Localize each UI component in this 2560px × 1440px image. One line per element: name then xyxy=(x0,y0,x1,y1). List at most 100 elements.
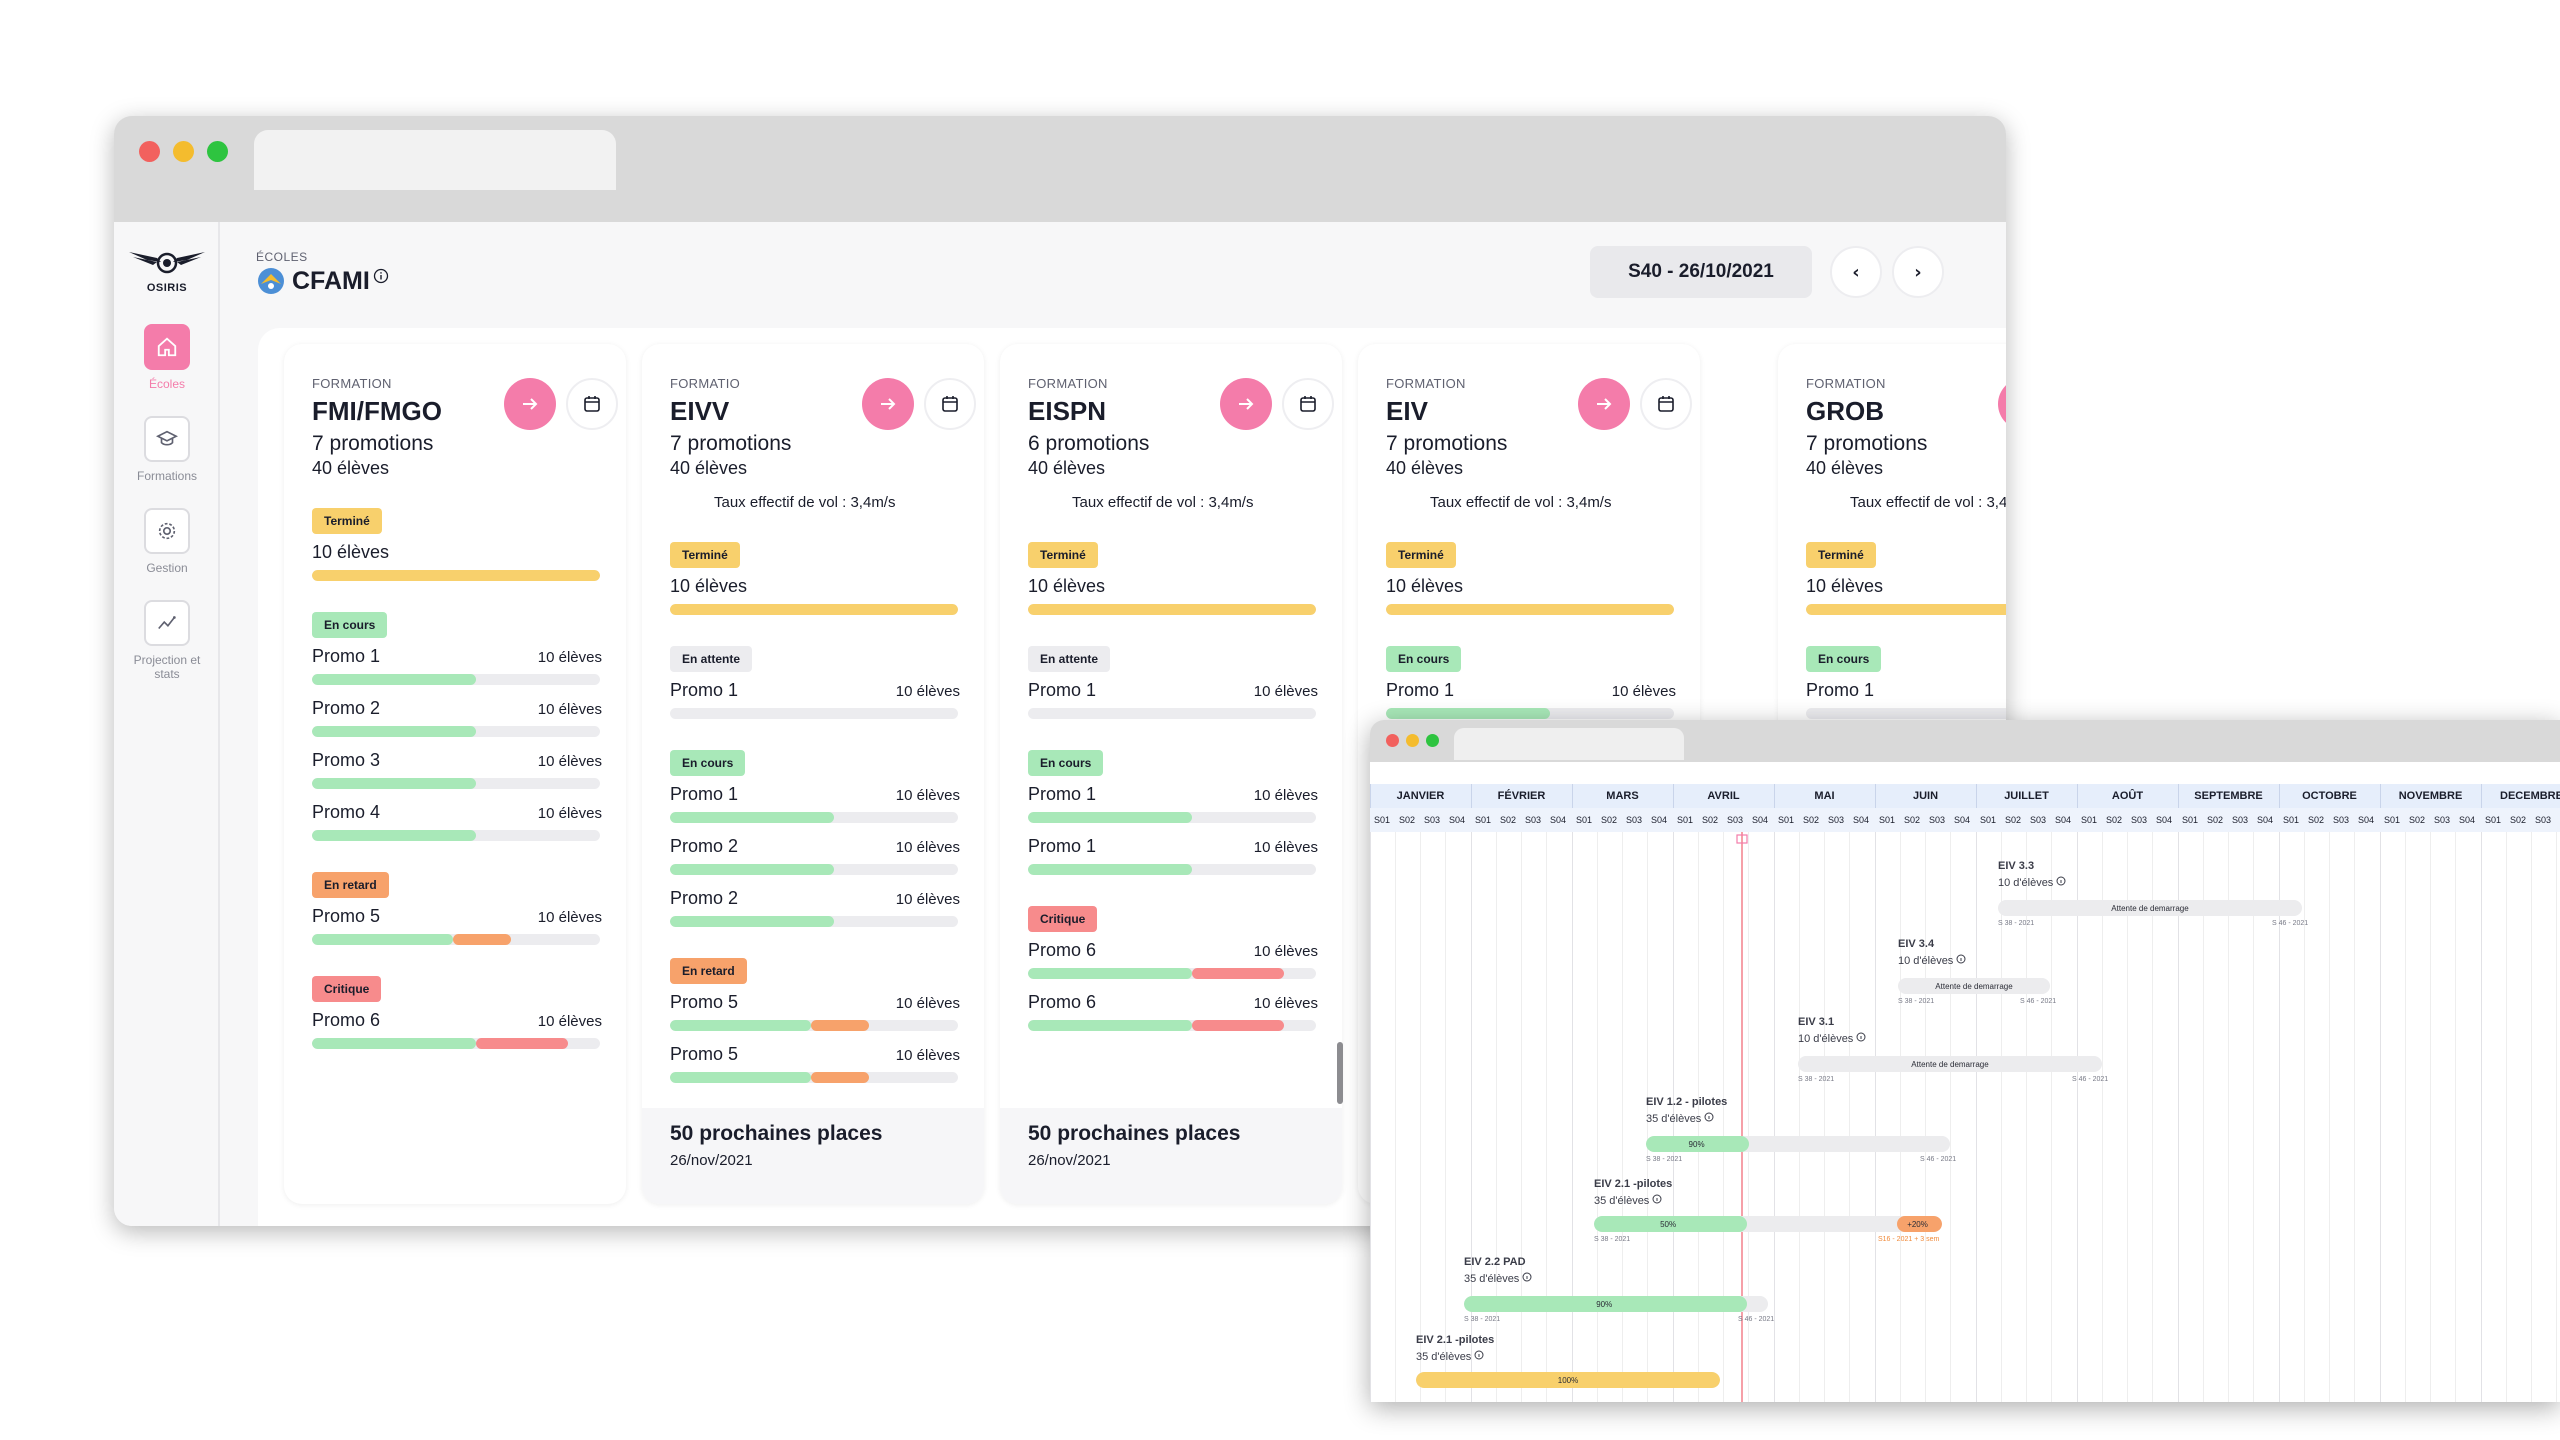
promo-label: Promo 5 xyxy=(670,1044,739,1064)
grid-line xyxy=(1900,832,1901,1402)
promo-count: 10 élèves xyxy=(1253,995,1318,1012)
progress-bar xyxy=(312,830,600,841)
progress-fill xyxy=(670,864,835,875)
task-bar[interactable]: 90% xyxy=(1464,1296,1768,1312)
next-places-footer: 50 prochaines places 26/nov/2021 xyxy=(642,1108,984,1204)
task-title: EIV 3.3 xyxy=(1998,860,2035,872)
progress-fill xyxy=(453,934,511,945)
gantt-window: JANVIER FÉVRIER MARS AVRIL MAI JUIN JUILLET AOÛ… xyxy=(1370,720,2560,1402)
week-label: S04 xyxy=(1449,815,1466,825)
calendar-button[interactable] xyxy=(566,378,618,430)
arrow-right-icon xyxy=(523,398,538,410)
grid-line xyxy=(1875,832,1876,1402)
gantt-maximize-button[interactable] xyxy=(1426,734,1439,747)
grid-line xyxy=(2178,832,2179,1402)
nav-projection[interactable]: Projection et stats xyxy=(114,600,220,681)
formation-promotions: 7 promotions xyxy=(1806,432,1928,455)
task-bar-label: Attente de demarrage xyxy=(2111,903,2189,913)
open-formation-button[interactable] xyxy=(862,378,914,430)
grid-line xyxy=(2304,832,2305,1402)
info-icon[interactable] xyxy=(1856,1032,1866,1042)
calendar-button[interactable] xyxy=(1282,378,1334,430)
open-formation-button[interactable] xyxy=(1998,378,2006,430)
task-students: 35 d'élèves xyxy=(1646,1112,1714,1125)
progress-bar xyxy=(312,570,600,581)
open-formation-button[interactable] xyxy=(1220,378,1272,430)
task-bar[interactable]: Attente de demarrage xyxy=(1898,978,2050,994)
info-icon[interactable] xyxy=(1956,954,1966,964)
week-label: S01 xyxy=(1778,815,1795,825)
week-selector[interactable]: S40 - 26/10/2021 xyxy=(1590,246,1812,298)
progress-fill xyxy=(312,778,477,789)
info-icon[interactable] xyxy=(373,268,389,284)
grid-line xyxy=(1395,832,1396,1402)
info-icon[interactable] xyxy=(1522,1272,1532,1282)
nav-gestion[interactable]: Gestion xyxy=(114,508,220,575)
next-places-title: 50 prochaines places xyxy=(1028,1122,1241,1145)
grid-line xyxy=(1622,832,1623,1402)
info-icon[interactable] xyxy=(2056,876,2066,886)
school-emblem-icon xyxy=(258,268,284,294)
task-bar[interactable]: Attente de demarrage xyxy=(1798,1056,2102,1072)
formation-column: FORMATION FMI/FMGO 7 promotions 40 élèves Te… xyxy=(284,344,626,1204)
promo-count: 10 élèves xyxy=(537,701,602,718)
browser-tab[interactable] xyxy=(254,130,616,190)
breadcrumb-kicker: ÉCOLES xyxy=(256,250,308,264)
week-label: S01 xyxy=(2384,815,2401,825)
flight-rate: Taux effectif de vol : 3,4m/s xyxy=(1072,494,1254,511)
status-badge: En cours xyxy=(312,612,388,638)
week-label: S02 xyxy=(2106,815,2123,825)
formation-promotions: 7 promotions xyxy=(1386,432,1508,455)
grid-line xyxy=(2405,832,2406,1402)
promo-label: 10 élèves xyxy=(312,542,390,562)
nav-ecoles-label: Écoles xyxy=(148,377,186,391)
calendar-button[interactable] xyxy=(924,378,976,430)
close-window-button[interactable] xyxy=(139,141,160,162)
board-scrollbar[interactable] xyxy=(1337,1042,1343,1104)
formation-students: 40 élèves xyxy=(312,458,390,478)
month-divider xyxy=(1471,784,1472,808)
maximize-window-button[interactable] xyxy=(207,141,228,162)
gantt-minimize-button[interactable] xyxy=(1406,734,1419,747)
task-bar[interactable]: +20% 50% xyxy=(1594,1216,1942,1232)
grid-line xyxy=(1925,832,1926,1402)
open-formation-button[interactable] xyxy=(504,378,556,430)
info-icon[interactable] xyxy=(1704,1112,1714,1122)
task-title: EIV 2.1 -pilotes xyxy=(1594,1178,1673,1190)
next-week-button[interactable]: › xyxy=(1892,246,1944,298)
gantt-close-button[interactable] xyxy=(1386,734,1399,747)
prev-week-button[interactable]: ‹ xyxy=(1830,246,1882,298)
promo-label: Promo 1 xyxy=(670,680,739,700)
task-bar[interactable]: 100% xyxy=(1416,1372,1720,1388)
grid-line xyxy=(1420,832,1421,1402)
month-label: AVRIL xyxy=(1707,790,1740,802)
status-badge: Critique xyxy=(1028,906,1098,932)
promo-label: 10 élèves xyxy=(670,576,748,596)
info-icon[interactable] xyxy=(1474,1350,1484,1360)
open-formation-button[interactable] xyxy=(1578,378,1630,430)
task-title: EIV 3.4 xyxy=(1898,938,1935,950)
grid-line xyxy=(1546,832,1547,1402)
progress-fill xyxy=(1386,604,1674,615)
week-label: S04 xyxy=(2257,815,2274,825)
month-label: AOÛT xyxy=(2111,790,2144,802)
nav-ecoles[interactable]: Écoles xyxy=(114,324,220,391)
info-icon[interactable] xyxy=(1652,1194,1662,1204)
formation-name: GROB xyxy=(1806,396,1884,426)
promo-label: 10 élèves xyxy=(1028,576,1106,596)
progress-bar xyxy=(1386,708,1674,719)
task-end-date: S 46 - 2021 xyxy=(2072,1076,2109,1083)
week-label: S02 xyxy=(2005,815,2022,825)
formation-promotions: 7 promotions xyxy=(312,432,434,455)
minimize-window-button[interactable] xyxy=(173,141,194,162)
gantt-grid xyxy=(1370,832,2560,1402)
gantt-browser-tab[interactable] xyxy=(1454,728,1684,760)
promo-label: Promo 1 xyxy=(1386,680,1455,700)
task-bar[interactable]: 90% xyxy=(1646,1136,1950,1152)
grid-line xyxy=(2481,832,2482,1402)
task-start-date: S 38 - 2021 xyxy=(1646,1156,1683,1163)
task-bar[interactable]: Attente de demarrage xyxy=(1998,900,2302,916)
calendar-button[interactable] xyxy=(1640,378,1692,430)
nav-formations[interactable]: Formations xyxy=(114,416,220,483)
promo-count: 10 élèves xyxy=(1253,839,1318,856)
